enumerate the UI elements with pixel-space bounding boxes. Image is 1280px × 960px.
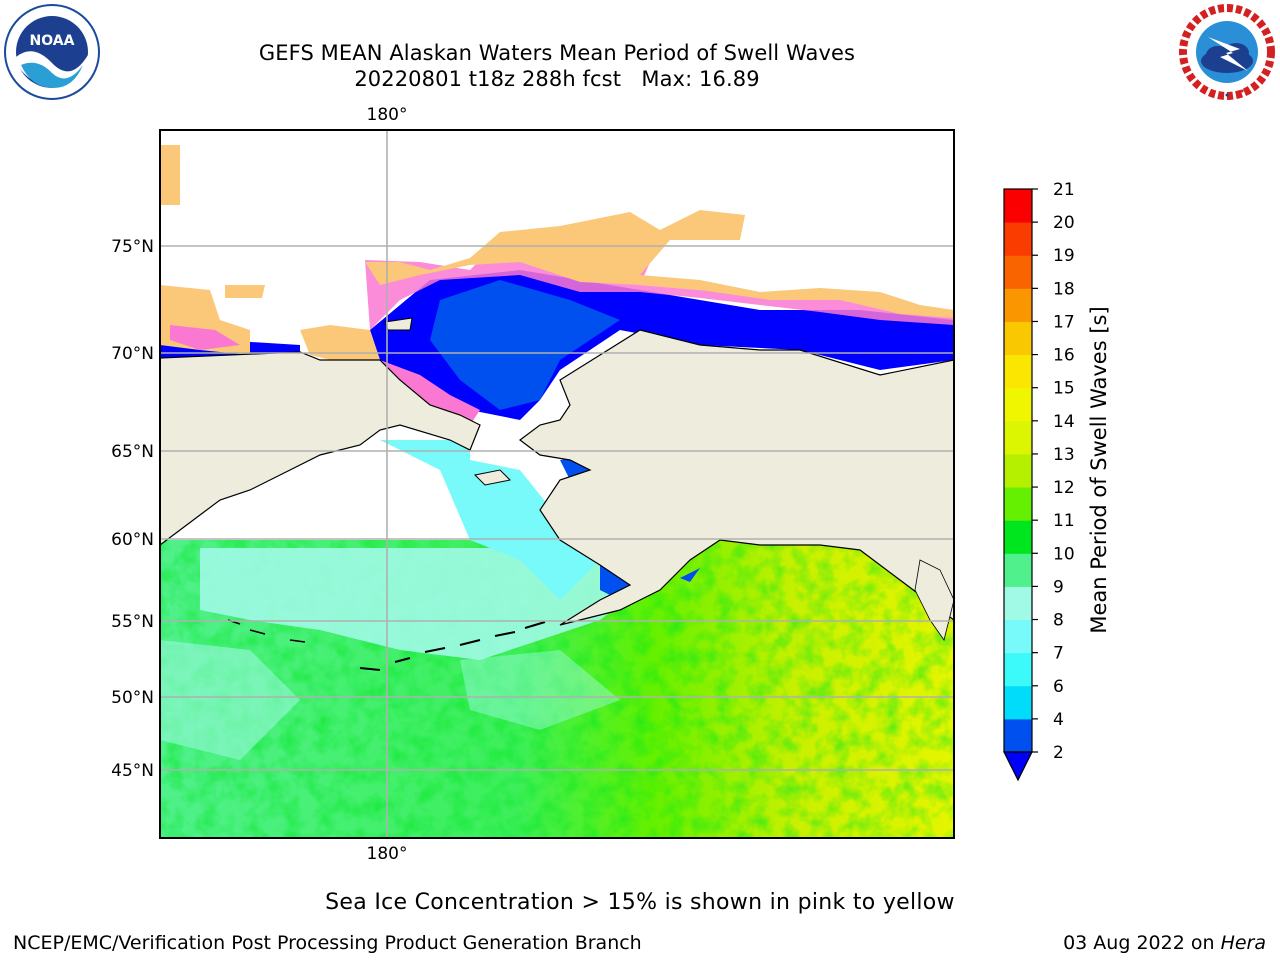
colorbar-label: Mean Period of Swell Waves [s] [1087, 306, 1111, 633]
noaa-logo: NOAA [4, 4, 100, 100]
swell-field-bering [200, 548, 640, 660]
credit-host: Hera [1220, 932, 1266, 954]
colorbar-tick-label: 10 [1053, 544, 1075, 564]
colorbar-segment [1004, 619, 1032, 654]
colorbar-segment [1004, 453, 1032, 488]
colorbar-tick-label: 6 [1053, 677, 1064, 697]
colorbar-segment [1004, 520, 1032, 554]
colorbar-segment [1004, 553, 1032, 587]
colorbar-tick-label: 11 [1053, 511, 1075, 531]
colorbar-tick-label: 21 [1053, 180, 1075, 200]
graticule [160, 130, 954, 838]
colorbar-tick-label: 2 [1053, 743, 1064, 763]
lat-label: 50°N [111, 688, 154, 708]
colorbar-tick-label: 20 [1053, 213, 1075, 233]
colorbar-tick-label: 13 [1053, 445, 1075, 465]
colorbar-frame [1003, 188, 1033, 753]
title-line-2: 20220801 t18z 288h fcst Max: 16.89 [354, 67, 760, 91]
credit-branch: NCEP/EMC/Verification Post Processing Pr… [13, 932, 642, 954]
noaa-logo-text: NOAA [30, 33, 75, 49]
colorbar: 2 4 6 7 8 9 10 11 12 13 14 15 16 17 18 19 20 21 [1003, 180, 1075, 782]
colorbar-tick-label: 8 [1053, 611, 1064, 631]
swell-field-norton [380, 440, 600, 600]
colorbar-tick-label: 15 [1053, 379, 1075, 399]
land-alaska [519, 329, 954, 626]
lat-label: 75°N [111, 237, 154, 257]
lat-label: 55°N [111, 612, 154, 632]
map-plot [160, 130, 954, 838]
colorbar-tick-label: 19 [1053, 246, 1075, 266]
map-border [159, 129, 955, 839]
colorbar-segment [1004, 288, 1032, 322]
colorbar-tick-label: 7 [1053, 644, 1064, 664]
colorbar-segment [1004, 718, 1032, 753]
colorbar-segment [1004, 387, 1032, 422]
colorbar-extend-triangle [1003, 751, 1033, 782]
title-line-1: GEFS MEAN Alaskan Waters Mean Period of … [258, 41, 856, 65]
lat-label: 45°N [111, 761, 154, 781]
colorbar-tick-label: 17 [1053, 312, 1075, 332]
credit-date: 03 Aug 2022 on Hera [1063, 932, 1266, 954]
colorbar-tick-label: 9 [1053, 577, 1064, 597]
colorbar-segment [1004, 586, 1032, 621]
colorbar-tick-label: 16 [1053, 346, 1075, 366]
colorbar-segment [1004, 189, 1032, 223]
credit-date-text: 03 Aug 2022 on [1063, 932, 1221, 954]
nws-logo [1179, 4, 1275, 100]
colorbar-tick-label: 18 [1053, 279, 1075, 299]
sea-ice-note: Sea Ice Concentration > 15% is shown in … [325, 890, 955, 915]
lon-label-top: 180° [367, 105, 408, 125]
lat-label: 70°N [111, 344, 154, 364]
colorbar-tick-label: 4 [1053, 710, 1064, 730]
colorbar-segment [1004, 255, 1032, 289]
colorbar-segment [1004, 420, 1032, 455]
colorbar-tick-label: 14 [1053, 412, 1075, 432]
colorbar-segment [1004, 321, 1032, 356]
chart-title: GEFS MEAN Alaskan Waters Mean Period of … [160, 40, 954, 92]
colorbar-segment [1004, 652, 1032, 687]
colorbar-segment [1004, 487, 1032, 521]
lon-label-bottom: 180° [367, 844, 408, 864]
lat-label: 60°N [111, 530, 154, 550]
lat-label: 65°N [111, 442, 154, 462]
colorbar-segment [1004, 685, 1032, 720]
colorbar-tick-label: 12 [1053, 478, 1075, 498]
colorbar-segment [1004, 354, 1032, 389]
colorbar-segment [1004, 222, 1032, 256]
